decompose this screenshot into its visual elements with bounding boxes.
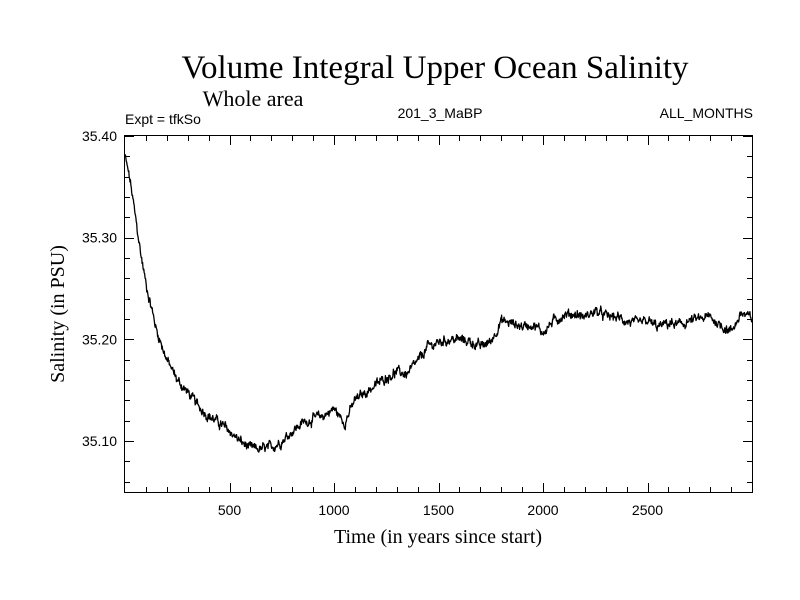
x-axis-tick-labels: 500 1000 1500 2000 2500 [218, 502, 663, 518]
x-tick-label: 1000 [318, 502, 349, 518]
y-tick-label: 35.40 [82, 128, 117, 144]
x-tick-label: 2000 [527, 502, 558, 518]
y-tick-label: 35.30 [82, 230, 117, 246]
y-axis-label: Salinity (in PSU) [47, 245, 69, 383]
y-tick-label: 35.10 [82, 433, 117, 449]
months-label: ALL_MONTHS [660, 105, 753, 121]
run-label: 201_3_MaBP [398, 105, 483, 121]
experiment-label: Expt = tfkSo [125, 111, 201, 127]
y-axis-ticks [125, 136, 752, 483]
chart-title: Volume Integral Upper Ocean Salinity [181, 50, 689, 86]
x-tick-label: 2500 [632, 502, 663, 518]
x-tick-label: 500 [218, 502, 242, 518]
salinity-series-line [124, 154, 753, 453]
x-tick-label: 1500 [423, 502, 454, 518]
x-axis-label: Time (in years since start) [334, 526, 542, 548]
chart-subtitle: Whole area [203, 86, 304, 111]
plot-frame [124, 135, 753, 493]
y-tick-label: 35.20 [82, 331, 117, 347]
x-axis-ticks [146, 136, 732, 492]
y-axis-tick-labels: 35.10 35.20 35.30 35.40 [82, 128, 117, 449]
